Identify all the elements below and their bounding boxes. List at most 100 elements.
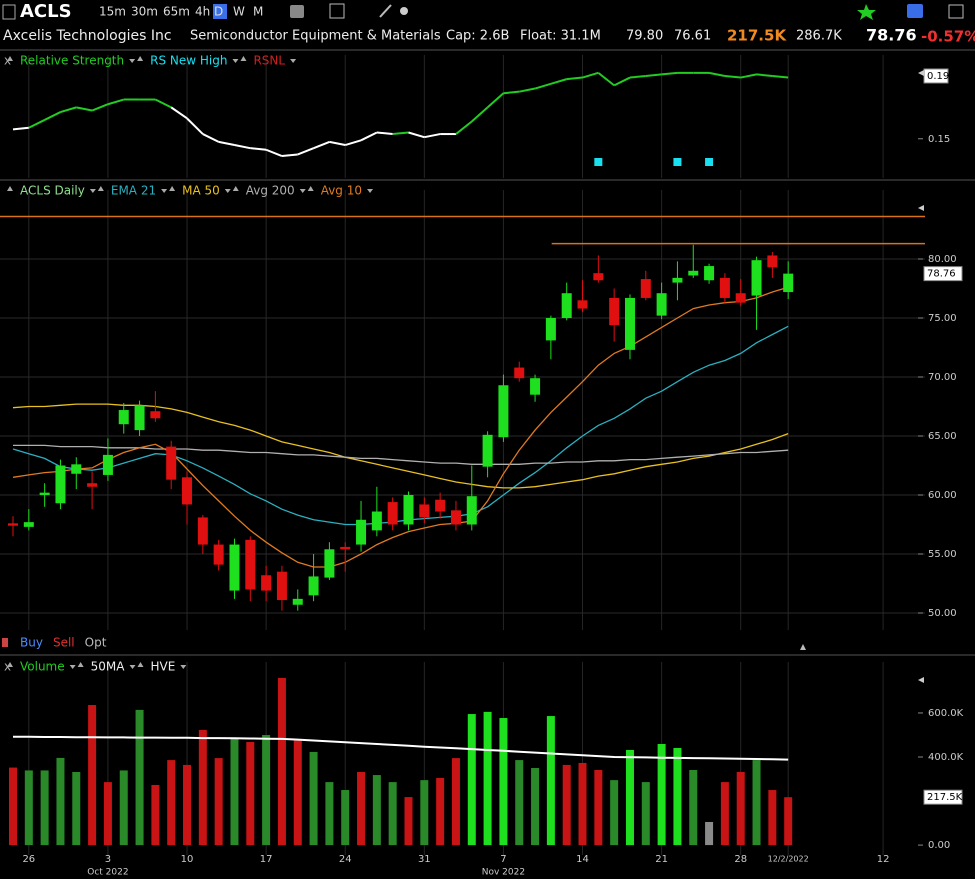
rs-new-high-marker bbox=[673, 158, 682, 166]
legend-dropdown bbox=[161, 189, 168, 193]
draw-icon[interactable] bbox=[379, 4, 392, 18]
s-icon[interactable] bbox=[907, 4, 923, 18]
active-timeframe bbox=[213, 4, 227, 19]
trade-action[interactable]: Opt bbox=[85, 636, 107, 650]
candle-body bbox=[340, 546, 351, 550]
rs-line-segment bbox=[329, 140, 346, 147]
tool-icon[interactable] bbox=[329, 3, 345, 19]
legend-dropdown bbox=[224, 189, 231, 193]
last-value-label: 0.19 bbox=[927, 71, 949, 82]
volume-bar bbox=[499, 718, 508, 846]
volume-bar bbox=[151, 784, 160, 846]
x-tick-label: 12 bbox=[877, 854, 890, 865]
volume-bar bbox=[467, 714, 476, 846]
legend-entry[interactable]: HVE bbox=[150, 660, 175, 674]
rs-line-segment bbox=[360, 131, 378, 142]
volume-bar bbox=[625, 749, 634, 846]
timeframe[interactable]: 15m bbox=[99, 5, 126, 19]
candle-body bbox=[229, 544, 240, 591]
timeframe[interactable]: 65m bbox=[163, 5, 190, 19]
volume-bar bbox=[246, 742, 255, 846]
volume-bar bbox=[341, 790, 350, 846]
volume-bar bbox=[293, 740, 302, 846]
y-tick-label: 0.15 bbox=[928, 134, 950, 145]
rs-line-segment bbox=[313, 140, 330, 150]
legend-entry[interactable]: EMA 21 bbox=[111, 184, 156, 198]
timeframe[interactable]: 4h bbox=[195, 5, 210, 19]
x-tick-label: 24 bbox=[339, 854, 352, 865]
volume-bar bbox=[40, 770, 49, 846]
timeframe[interactable]: M bbox=[253, 5, 263, 19]
candle-body bbox=[530, 378, 541, 395]
candle-body bbox=[308, 576, 319, 596]
legend-entry[interactable]: MA 50 bbox=[182, 184, 220, 198]
volume-bar bbox=[119, 770, 128, 846]
star-icon[interactable] bbox=[857, 4, 876, 20]
symbol[interactable]: ACLS bbox=[20, 1, 72, 22]
rs-line-segment bbox=[566, 76, 583, 81]
candle-body bbox=[577, 300, 588, 309]
last-value-label: 217.5K bbox=[927, 792, 963, 803]
candle-body bbox=[545, 318, 556, 341]
rs-line-segment bbox=[281, 153, 298, 158]
rs-line-segment bbox=[740, 73, 757, 79]
rs-line-segment bbox=[44, 111, 61, 121]
rs-line-segment bbox=[234, 144, 251, 150]
legend-entry[interactable]: RS New High bbox=[150, 54, 227, 68]
volume-bar bbox=[404, 797, 413, 846]
volume-bar bbox=[451, 758, 460, 846]
rs-line-segment bbox=[186, 117, 204, 135]
rs-line-segment bbox=[344, 139, 362, 147]
rs-line-segment bbox=[76, 106, 93, 112]
tool-icon[interactable] bbox=[400, 7, 408, 15]
rs-line-segment bbox=[455, 120, 473, 135]
avg-volume: 286.7K bbox=[796, 29, 842, 44]
legend-entry[interactable]: RSNL bbox=[253, 54, 285, 68]
x-month-label: Nov 2022 bbox=[482, 868, 525, 878]
window-icon[interactable] bbox=[948, 4, 964, 19]
menu-icon[interactable] bbox=[2, 4, 16, 20]
last-value-box bbox=[923, 789, 963, 805]
x-tick-label: 17 bbox=[260, 854, 273, 865]
scroll-arrow[interactable] bbox=[800, 644, 806, 650]
candle-body bbox=[498, 385, 509, 438]
legend-caret bbox=[97, 186, 104, 191]
volume-bar bbox=[657, 744, 666, 846]
volume-bar bbox=[531, 768, 540, 846]
legend-entry[interactable]: Avg 200 bbox=[246, 184, 295, 198]
legend-entry[interactable]: ACLS Daily bbox=[20, 184, 85, 198]
candle-body bbox=[23, 522, 34, 527]
rs-new-high-marker bbox=[594, 158, 603, 166]
trade-action[interactable]: Sell bbox=[53, 636, 75, 650]
timeframe[interactable]: D bbox=[214, 5, 223, 19]
rs-new-high-marker bbox=[705, 158, 714, 166]
candle-body bbox=[71, 464, 82, 474]
candle-body bbox=[166, 446, 177, 480]
candle-body bbox=[688, 270, 699, 276]
trade-action[interactable]: Buy bbox=[20, 636, 43, 650]
volume-bar bbox=[325, 782, 334, 846]
candle-body bbox=[134, 405, 145, 431]
candle-body bbox=[39, 492, 50, 496]
volume-bar bbox=[546, 716, 555, 846]
legend-entry[interactable]: Avg 10 bbox=[321, 184, 362, 198]
candle-body bbox=[292, 598, 303, 605]
x-tick-label: 12/2/2022 bbox=[768, 855, 809, 864]
company-name: Axcelis Technologies Inc bbox=[3, 28, 172, 44]
rs-line-segment bbox=[424, 133, 441, 139]
rs-line-segment bbox=[60, 106, 77, 114]
timeframe[interactable]: 30m bbox=[131, 5, 158, 19]
tool-icon[interactable] bbox=[290, 5, 304, 18]
volume-bar bbox=[230, 738, 239, 846]
y-tick-label: 600.0K bbox=[928, 708, 964, 719]
x-tick-label: 14 bbox=[576, 854, 589, 865]
legend-entry[interactable]: Volume bbox=[20, 660, 65, 674]
legend-entry[interactable]: 50MA bbox=[91, 660, 126, 674]
legend-caret bbox=[232, 186, 239, 191]
candle-body bbox=[55, 465, 66, 504]
last-value-box bbox=[923, 266, 963, 282]
legend-entry[interactable]: Relative Strength bbox=[20, 54, 124, 68]
timeframe[interactable]: W bbox=[233, 5, 245, 19]
float: Float: 31.1M bbox=[520, 29, 601, 44]
ma-line bbox=[13, 444, 789, 465]
